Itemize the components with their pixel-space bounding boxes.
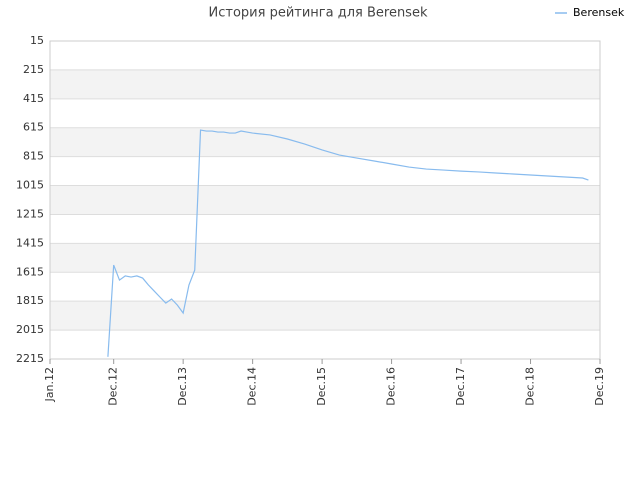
- y-tick-label: 815: [23, 150, 44, 163]
- x-tick-label: Jan.12: [43, 367, 56, 402]
- grid-band: [50, 243, 600, 273]
- x-tick-label: Dec.17: [454, 367, 467, 406]
- y-tick-label: 2215: [16, 352, 44, 365]
- y-tick-label: 1815: [16, 294, 44, 307]
- y-tick-label: 15: [30, 34, 44, 47]
- y-tick-label: 415: [23, 92, 44, 105]
- x-tick-label: Dec.14: [246, 367, 259, 406]
- chart-title: История рейтинга для Berensek: [209, 6, 428, 21]
- grid-band: [50, 301, 600, 331]
- grid-band: [50, 127, 600, 157]
- y-tick-label: 1615: [16, 265, 44, 278]
- y-tick-label: 1215: [16, 207, 44, 220]
- x-tick-label: Dec.18: [524, 367, 537, 406]
- x-tick-label: Dec.16: [385, 367, 398, 406]
- y-tick-label: 1015: [16, 179, 44, 192]
- y-tick-label: 215: [23, 63, 44, 76]
- x-tick-label: Dec.15: [315, 367, 328, 406]
- x-tick-label: Dec.12: [107, 367, 120, 406]
- grid-band: [50, 69, 600, 99]
- legend-label: Berensek: [573, 6, 625, 19]
- x-tick-label: Dec.19: [593, 367, 606, 406]
- y-tick-label: 615: [23, 121, 44, 134]
- y-tick-label: 1415: [16, 236, 44, 249]
- series-line: [107, 129, 589, 357]
- y-tick-label: 2015: [16, 323, 44, 336]
- grid-band: [50, 185, 600, 215]
- x-tick-label: Dec.13: [176, 367, 189, 406]
- plot-frame: [49, 40, 601, 360]
